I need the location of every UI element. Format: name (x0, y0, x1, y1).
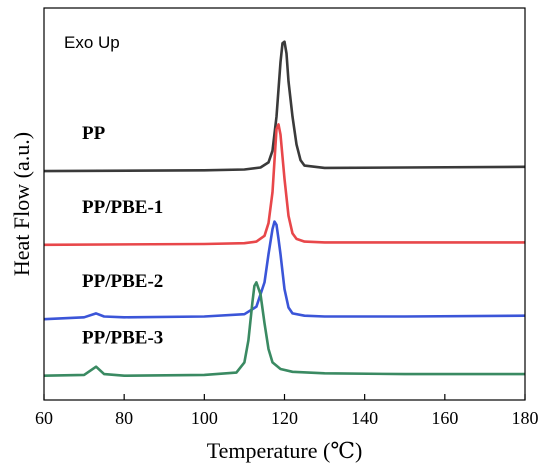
x-tick-label-5: 140 (351, 408, 378, 428)
series-label-2: PP/PBE-1 (82, 197, 163, 218)
x-tick-label-7: 180 (512, 408, 539, 428)
series-label-3: PP/PBE-2 (82, 271, 163, 292)
y-axis-title: Heat Flow (a.u.) (9, 132, 34, 276)
series-layer (43, 40, 526, 378)
x-tick-label-4: 120 (271, 408, 298, 428)
x-axis-title: Temperature (℃) (207, 438, 363, 463)
series-line-3 (43, 220, 526, 321)
x-tick-label-3: 100 (191, 408, 218, 428)
tick-layer: 60 80 100 120 140 160 180 (35, 394, 539, 428)
series-line-4 (43, 281, 525, 378)
exo-up-annotation: Exo Up (64, 33, 120, 52)
series-line-2 (43, 123, 525, 247)
series-label-1: PP (82, 123, 106, 144)
series-label-layer: PP PP/PBE-1 PP/PBE-2 PP/PBE-3 (82, 123, 163, 349)
x-tick-label-1: 60 (35, 408, 53, 428)
x-tick-label-6: 160 (431, 408, 458, 428)
x-tick-label-2: 80 (115, 408, 133, 428)
series-line-1 (43, 40, 526, 173)
series-label-4: PP/PBE-3 (82, 328, 163, 349)
